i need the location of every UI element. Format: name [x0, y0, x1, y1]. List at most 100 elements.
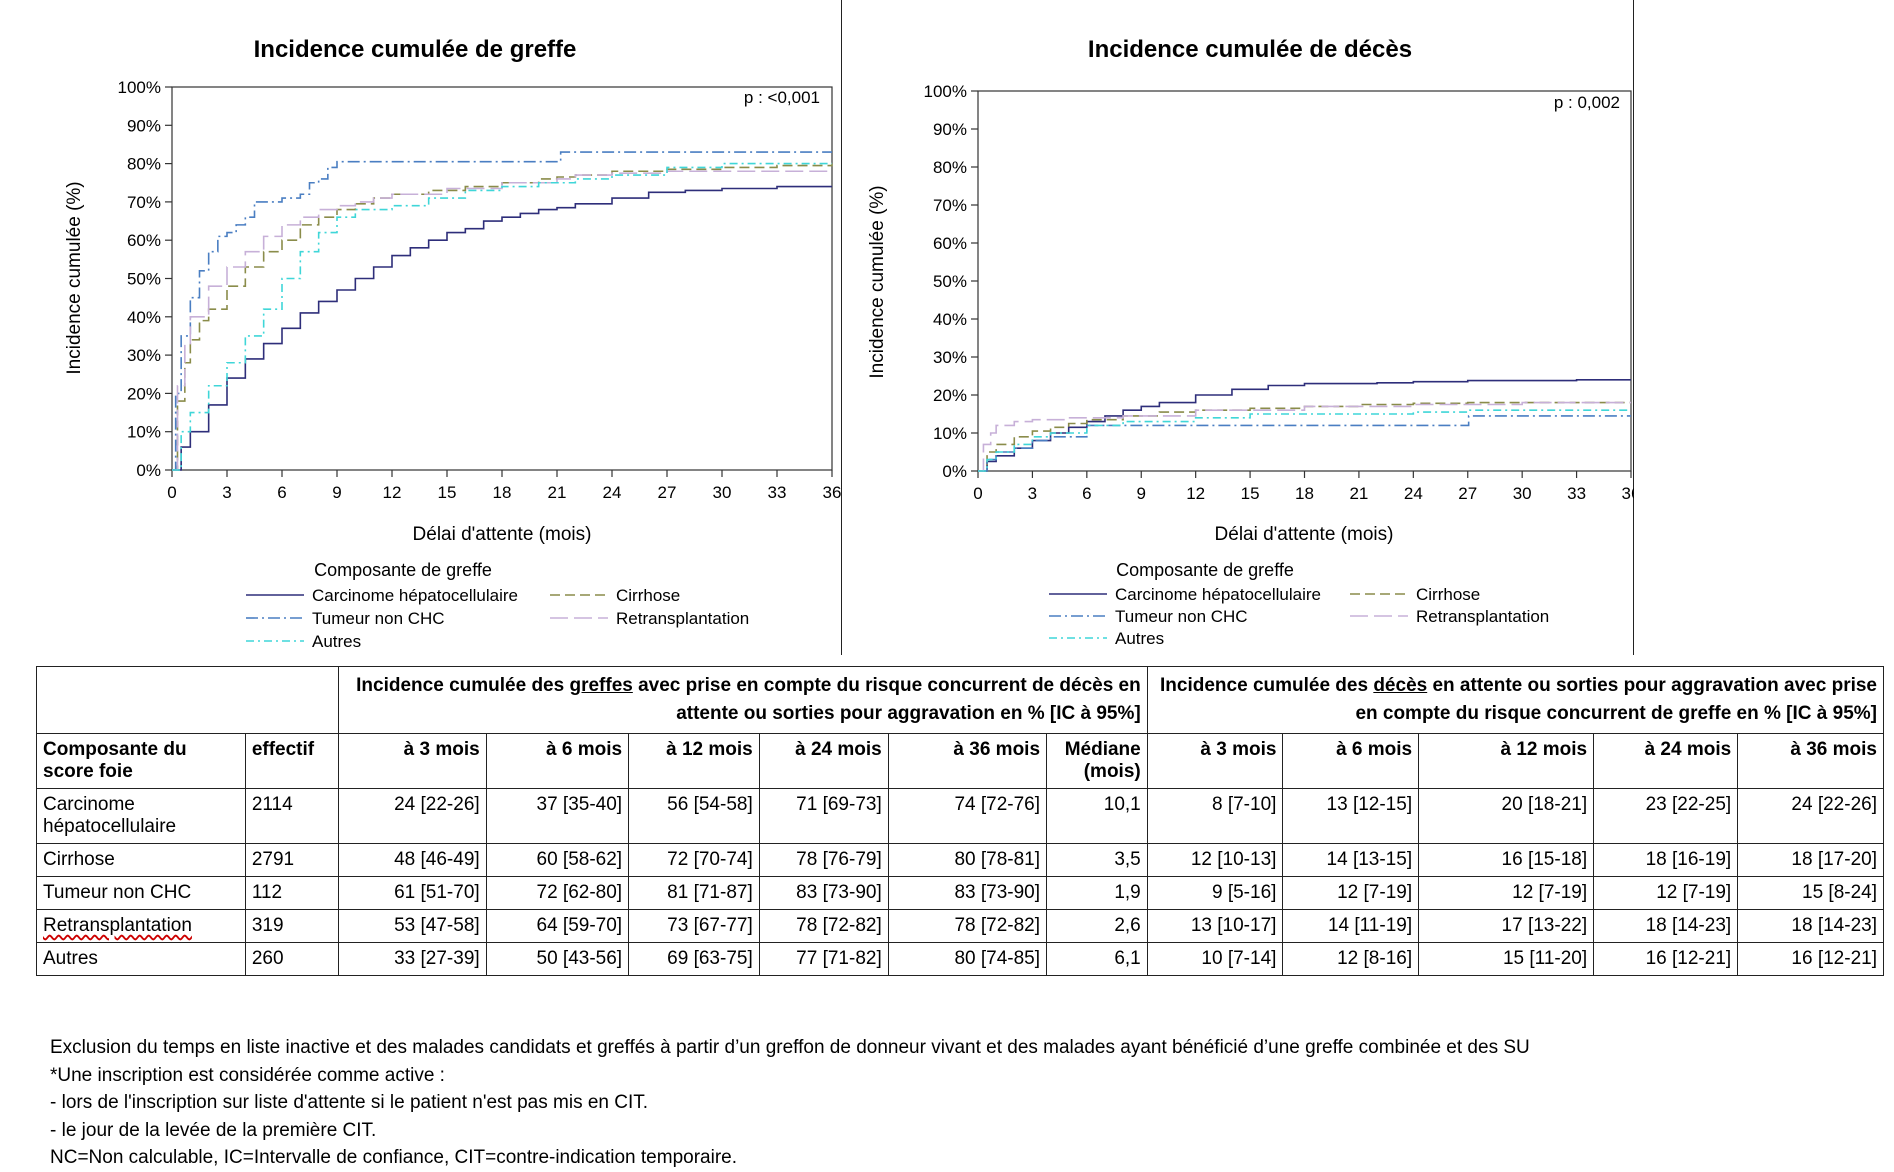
legend-label: Tumeur non CHC — [312, 609, 445, 628]
column-header: Composante du score foie — [36, 733, 246, 789]
row-label-cell: Autres — [36, 942, 246, 976]
y-tick-label: 100% — [118, 78, 161, 97]
group-greffes-prefix: Incidence cumulée des — [356, 675, 570, 696]
footnote-line: - lors de l'inscription sur liste d'atte… — [50, 1092, 649, 1113]
table-cell: 319 — [244, 909, 340, 943]
table-cell: 13 [10-17] — [1146, 909, 1284, 943]
table-cell: 2114 — [244, 788, 340, 844]
x-tick-label: 21 — [548, 483, 567, 502]
x-tick-label: 18 — [493, 483, 512, 502]
chart-greffe: Incidence cumulée de greffe 0% 10% 20% 30% 40… — [64, 36, 842, 651]
table-cell: 1,9 — [1046, 876, 1148, 910]
x-tick-label: 6 — [1082, 484, 1091, 503]
y-tick-label: 80% — [127, 155, 161, 174]
legend-label: Carcinome hépatocellulaire — [312, 586, 518, 605]
table-row: Autres 260 33 [27-39] 50 [43-56] 69 [63-75] 7… — [36, 942, 1884, 976]
x-tick-label: 36 — [823, 483, 842, 502]
table-row: Cirrhose 2791 48 [46-49] 60 [58-62] 72 [70-7… — [36, 843, 1884, 877]
y-tick-label: 20% — [127, 384, 161, 403]
table-cell: 48 [46-49] — [338, 843, 487, 877]
row-label-cell: Cirrhose — [36, 843, 246, 877]
x-tick-label: 0 — [973, 484, 982, 503]
p-value-annotation: p : <0,001 — [744, 88, 820, 107]
table-cell: 69 [63-75] — [628, 942, 760, 976]
x-axis-label: Délai d'attente (mois) — [1215, 524, 1394, 545]
chart-panel-greffe: Incidence cumulée de greffe 0% 10% 20% 30% 40… — [0, 0, 842, 655]
table-cell: 61 [51-70] — [338, 876, 487, 910]
series-line-3 — [978, 401, 1631, 472]
x-tick-label: 27 — [1458, 484, 1477, 503]
y-tick-label: 20% — [933, 386, 967, 405]
table-cell: 18 [17-20] — [1737, 843, 1884, 877]
table-cell: 24 [22-26] — [338, 788, 487, 844]
y-tick-label: 70% — [127, 193, 161, 212]
legend-label: Autres — [1115, 629, 1164, 648]
footnote-line: Exclusion du temps en liste inactive et … — [50, 1037, 1530, 1058]
table-cell: 64 [59-70] — [485, 909, 630, 943]
y-tick-label: 40% — [933, 310, 967, 329]
table-cell: 18 [16-19] — [1593, 843, 1739, 877]
y-axis-label: Incidence cumulée (%) — [867, 185, 888, 378]
x-tick-label: 36 — [1622, 484, 1634, 503]
y-tick-label: 0% — [136, 461, 161, 480]
group-deces-prefix: Incidence cumulée des — [1160, 675, 1374, 696]
table-cell: 80 [74-85] — [887, 942, 1048, 976]
table-cell: 2791 — [244, 843, 340, 877]
table-column-header-row: Composante du score foie effectif à 3 mois… — [36, 733, 1884, 789]
table-cell: 12 [7-19] — [1418, 876, 1595, 910]
table-cell: 77 [71-82] — [758, 942, 889, 976]
y-axis-label: Incidence cumulée (%) — [64, 181, 85, 374]
table-cell: 72 [62-80] — [485, 876, 630, 910]
table-group-header-row: Incidence cumulée des greffes avec prise… — [35, 666, 1885, 734]
table-group-deces: Incidence cumulée des décès en attente o… — [1146, 666, 1885, 734]
table-cell: 10,1 — [1046, 788, 1148, 844]
x-tick-label: 30 — [713, 483, 732, 502]
legend-label: Tumeur non CHC — [1115, 607, 1248, 626]
legend-label: Cirrhose — [616, 586, 680, 605]
table-cell: 17 [13-22] — [1418, 909, 1595, 943]
chart-deces: Incidence cumulée de décès 0% 10% 20% 30% 40%… — [867, 36, 1634, 648]
table-cell: 18 [14-23] — [1737, 909, 1884, 943]
column-header: à 24 mois — [1593, 733, 1739, 789]
table-body: Carcinome hépatocellulaire 2114 24 [22-26]… — [36, 788, 1884, 976]
column-header: à 6 mois — [1282, 733, 1420, 789]
series-line-1 — [172, 163, 833, 471]
group-greffes-suffix: avec prise en compte du risque concurren… — [632, 675, 1141, 724]
chart-title: Incidence cumulée de décès — [1088, 36, 1412, 63]
series-line-3 — [172, 170, 832, 471]
table-cell: 78 [72-82] — [758, 909, 889, 943]
x-tick-label: 24 — [603, 483, 622, 502]
column-header: à 3 mois — [338, 733, 487, 789]
series-line-0 — [172, 185, 832, 471]
legend-title: Composante de greffe — [1116, 560, 1294, 580]
table-cell: 56 [54-58] — [628, 788, 760, 844]
table-cell: 73 [67-77] — [628, 909, 760, 943]
table-cell: 24 [22-26] — [1737, 788, 1884, 844]
table-cell: 78 [72-82] — [887, 909, 1048, 943]
series-line-2 — [978, 415, 1631, 472]
table-cell: 8 [7-10] — [1146, 788, 1284, 844]
x-tick-label: 0 — [167, 483, 176, 502]
x-tick-label: 9 — [332, 483, 341, 502]
table-cell: 16 [12-21] — [1593, 942, 1739, 976]
table-row: Carcinome hépatocellulaire 2114 24 [22-26]… — [36, 788, 1884, 844]
column-header: à 36 mois — [1737, 733, 1884, 789]
table-cell: 2,6 — [1046, 909, 1148, 943]
table-row: Retransplantation 319 53 [47-58] 64 [59-70]… — [36, 909, 1884, 943]
y-tick-label: 90% — [127, 116, 161, 135]
row-label-cell: Retransplantation — [36, 909, 246, 943]
table-group-greffes: Incidence cumulée des greffes avec prise… — [338, 666, 1148, 734]
table-cell: 16 [15-18] — [1418, 843, 1595, 877]
y-tick-label: 10% — [127, 423, 161, 442]
table-cell: 112 — [244, 876, 340, 910]
y-tick-label: 40% — [127, 308, 161, 327]
y-tick-label: 70% — [933, 196, 967, 215]
group-greffes-keyword: greffes — [569, 675, 633, 696]
column-header: à 12 mois — [1418, 733, 1595, 789]
column-header: à 12 mois — [628, 733, 760, 789]
table-cell: 23 [22-25] — [1593, 788, 1739, 844]
p-value-annotation: p : 0,002 — [1554, 93, 1620, 112]
group-deces-keyword: décès — [1373, 675, 1428, 696]
table-cell: 12 [10-13] — [1146, 843, 1284, 877]
legend-label: Retransplantation — [1416, 607, 1549, 626]
